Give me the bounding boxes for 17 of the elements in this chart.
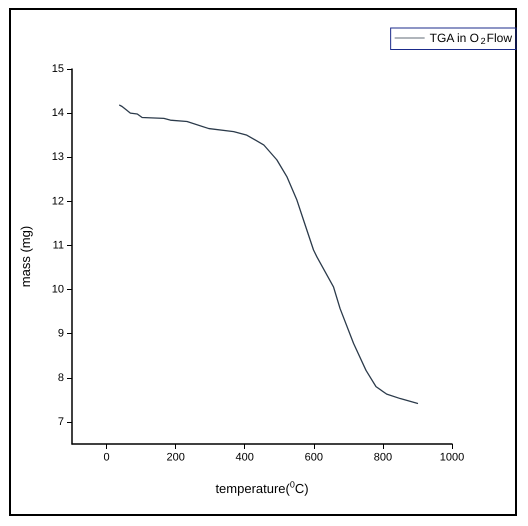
- y-tick-label: 7: [58, 416, 64, 428]
- y-tick-label: 13: [52, 151, 64, 164]
- x-tick-label: 800: [374, 452, 392, 464]
- x-tick-label: 600: [304, 452, 323, 464]
- x-tick-label: 0: [103, 452, 110, 464]
- y-tick-label: 11: [52, 239, 64, 252]
- line-series: [119, 104, 418, 404]
- x-tick-label: 1000: [440, 452, 464, 464]
- y-tick-label: 8: [58, 372, 64, 384]
- y-tick-label: 12: [52, 195, 64, 208]
- y-tick-label: 14: [52, 107, 64, 120]
- x-tick-label: 400: [236, 452, 254, 464]
- y-tick-label: 15: [52, 63, 64, 75]
- y-axis-title: mass (mg): [18, 226, 33, 288]
- y-tick-label: 10: [52, 284, 64, 296]
- x-tick-label: 200: [166, 452, 185, 464]
- y-tick-label: 9: [58, 328, 64, 340]
